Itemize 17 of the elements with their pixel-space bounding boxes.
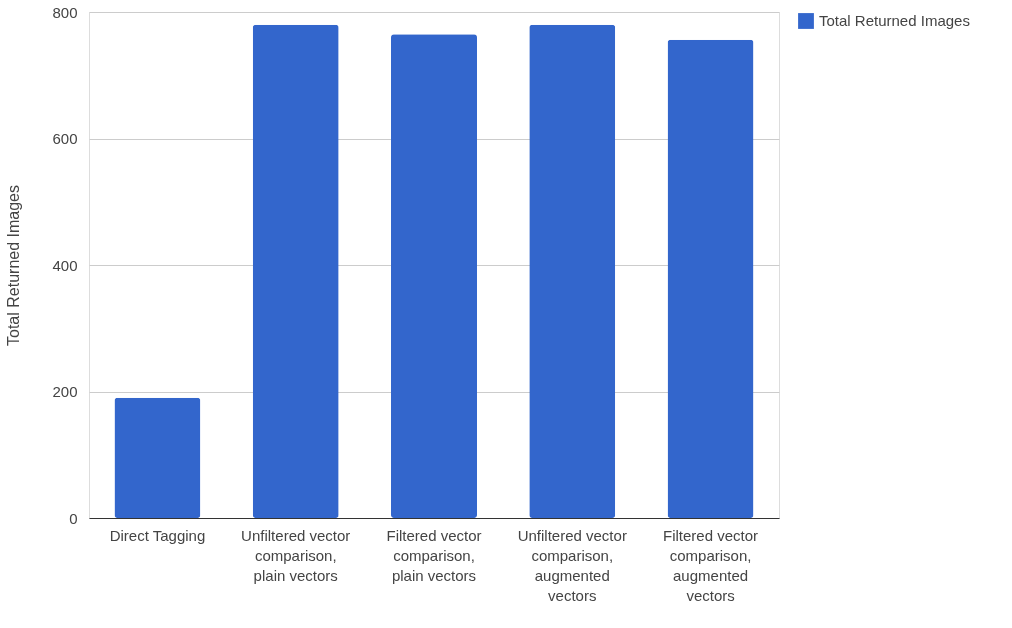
y-tick-label: 800 [52, 3, 78, 21]
y-tick-label: 200 [52, 383, 78, 400]
y-axis-title: Total Returned Images [5, 185, 23, 346]
bar [252, 24, 339, 518]
x-tick-label: Unfiltered vector comparison, augmented vectors [517, 526, 627, 604]
y-tick-label: 0 [69, 509, 78, 527]
bar [391, 34, 477, 518]
x-tick-label: Filtered vector comparison, augmented vectors [663, 526, 759, 604]
legend-label: Total Returned Images [819, 12, 970, 29]
x-tick-label: Filtered vector comparison, plain vectors [386, 526, 482, 584]
y-tick-label: 600 [52, 130, 78, 147]
x-tick-label: Unfiltered vector comparison, plain vectors [241, 526, 351, 584]
bar [667, 39, 754, 518]
y-tick-label: 400 [52, 256, 78, 274]
bar [114, 397, 201, 518]
x-tick-label: Direct Tagging [109, 526, 206, 544]
bar [529, 24, 616, 518]
